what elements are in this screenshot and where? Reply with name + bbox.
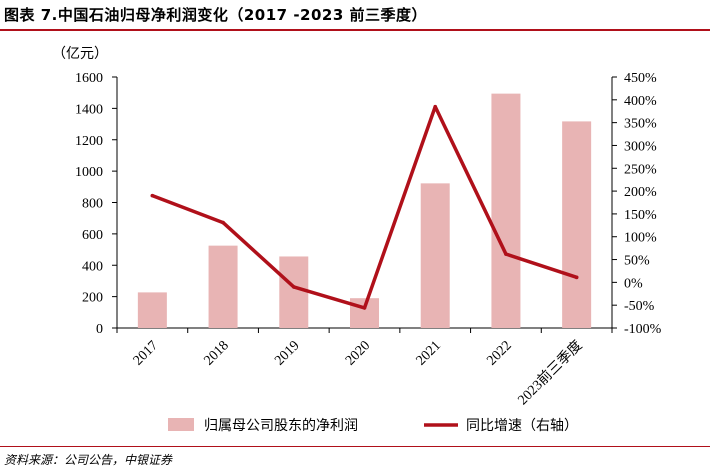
right-axis-tick-label: 100% [624,231,657,246]
bar [562,121,592,328]
title-bar: 图表 7.中国石油归母净利润变化（2017 -2023 前三季度） [0,0,710,31]
legend-line-label: 同比增速（右轴） [466,418,578,434]
left-axis-tick-label: 400 [82,259,103,274]
left-axis-tick-label: 1200 [75,134,103,149]
left-axis-tick-label: 800 [82,197,103,212]
left-axis-tick-label: 600 [82,228,103,243]
legend-bar-label: 归属母公司股东的净利润 [204,417,358,434]
growth-point [150,193,155,198]
right-axis-tick-label: 250% [624,162,657,177]
right-axis-tick-label: 200% [624,185,657,200]
right-axis-tick-label: -100% [624,322,662,337]
bar [420,183,450,328]
growth-point [362,306,367,310]
left-axis-tick-label: 1000 [75,165,103,180]
left-axis-tick-label: 1400 [75,102,103,117]
left-axis-unit-label: （亿元） [52,46,108,62]
right-axis-tick-label: 450% [624,71,657,86]
x-axis-tick-label: 2018 [201,338,231,368]
right-axis-tick-label: 150% [624,208,657,223]
x-axis-tick-label: 2023前三季度 [514,337,585,408]
right-axis-tick-label: -50% [624,299,655,314]
growth-point [433,104,438,109]
growth-point [574,275,579,280]
growth-point [504,252,508,256]
legend-bar-swatch [168,418,194,431]
right-axis-tick-label: 300% [624,139,657,154]
growth-point [221,220,225,225]
legend: 归属母公司股东的净利润 同比增速（右轴） [168,417,578,434]
x-axis-tick-label: 2019 [272,338,302,368]
x-axis-tick-label: 2021 [414,338,444,368]
right-axis-tick-label: 400% [624,94,657,109]
growth-point [291,285,296,289]
x-axis-tick-label: 2020 [343,338,373,368]
right-axis-tick-label: 0% [624,276,643,291]
left-axis-tick-label: 0 [96,322,103,337]
bar [491,93,521,328]
footer-divider [0,446,710,447]
x-axis-tick-label: 2017 [131,338,161,368]
source-note: 资料来源：公司公告，中银证券 [4,453,173,467]
bar [279,256,309,328]
bars-group [137,93,592,328]
bar [137,292,167,328]
left-axis-tick-label: 1600 [75,71,103,86]
left-axis-tick-label: 200 [82,291,103,306]
line-group [150,104,579,310]
title-divider [0,29,710,31]
x-axis-tick-label: 2022 [484,338,514,368]
right-axis-tick-label: 50% [624,254,650,269]
bar [208,245,238,328]
right-axis-tick-label: 350% [624,117,657,132]
figure-title: 图表 7.中国石油归母净利润变化（2017 -2023 前三季度） [4,6,428,24]
